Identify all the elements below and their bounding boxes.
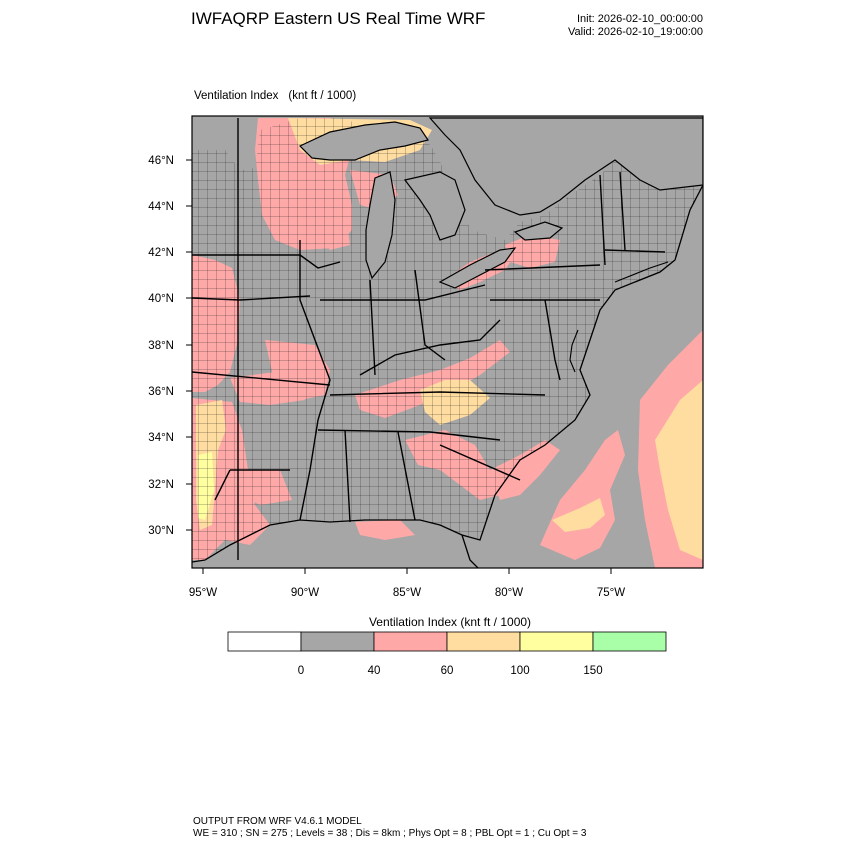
lat-label: 40°N — [148, 293, 174, 305]
lat-label: 36°N — [148, 386, 174, 398]
init-time-label: Init: 2026-02-10_00:00:00 — [577, 13, 703, 25]
lake-michigan — [365, 171, 396, 280]
model-info-line2: WE = 310 ; SN = 275 ; Levels = 38 ; Dis … — [193, 828, 587, 839]
valid-time-label: Valid: 2026-02-10_19:00:00 — [568, 26, 703, 38]
lake-superior — [298, 121, 429, 161]
field-name: Ventilation Index — [194, 90, 279, 102]
vi-60-100-atlantic-south — [552, 498, 605, 532]
longitude-axis — [202, 568, 612, 574]
lon-label: 80°W — [495, 587, 523, 599]
florida-coast — [461, 534, 479, 568]
great-lakes — [298, 121, 564, 289]
model-info-line1: OUTPUT FROM WRF V4.6.1 MODEL — [193, 816, 362, 827]
colorbar — [227, 631, 667, 652]
lat-label: 42°N — [148, 247, 174, 259]
latitude-axis — [186, 159, 192, 531]
colorbar-tick-label: 40 — [368, 665, 381, 677]
lat-label: 46°N — [148, 155, 174, 167]
lat-label: 38°N — [148, 340, 174, 352]
lon-label: 85°W — [393, 587, 421, 599]
vi-40-60-carolinas-coast — [490, 440, 560, 500]
model-info: OUTPUT FROM WRF V4.6.1 MODEL WE = 310 ; … — [193, 816, 586, 840]
colorbar-tick-label: 100 — [510, 665, 529, 677]
colorbar-tick-label: 0 — [298, 665, 304, 677]
lake-erie — [438, 247, 517, 289]
long-island — [614, 261, 669, 283]
field-units: (knt ft / 1000) — [288, 90, 357, 102]
colorbar-tick-label: 60 — [441, 665, 454, 677]
lake-huron — [403, 171, 466, 241]
colorbar-box — [373, 631, 448, 652]
lat-label: 34°N — [148, 432, 174, 444]
us-coastline — [192, 184, 703, 563]
colorbar-box — [227, 631, 302, 652]
state-boundaries — [192, 118, 666, 560]
colorbar-tick-label: 150 — [583, 665, 602, 677]
lake-ontario — [513, 221, 564, 241]
colorbar-box — [592, 631, 667, 652]
map-field-label: Ventilation Index (knt ft / 1000) — [194, 90, 356, 102]
lat-label: 30°N — [148, 525, 174, 537]
colorbar-box — [519, 631, 594, 652]
vi-40-60-gulf-coast — [355, 520, 415, 540]
lat-label: 44°N — [148, 201, 174, 213]
lon-label: 75°W — [597, 587, 625, 599]
time-info: Init: 2026-02-10_00:00:00 Valid: 2026-02… — [520, 13, 703, 39]
plot-title: IWFAQRP Eastern US Real Time WRF — [191, 9, 486, 28]
colorbar-box — [446, 631, 521, 652]
map-frame — [191, 115, 704, 569]
county-boundaries — [192, 118, 703, 562]
colorbar-box — [300, 631, 375, 652]
lat-label: 32°N — [148, 479, 174, 491]
map-area — [192, 116, 703, 568]
colorbar-title: Ventilation Index (knt ft / 1000) — [368, 615, 532, 629]
vi-60-100-atlantic-east — [655, 380, 703, 560]
lon-label: 95°W — [189, 587, 217, 599]
lon-label: 90°W — [291, 587, 319, 599]
chesapeake-bay — [569, 329, 579, 373]
canada-area — [428, 117, 703, 216]
